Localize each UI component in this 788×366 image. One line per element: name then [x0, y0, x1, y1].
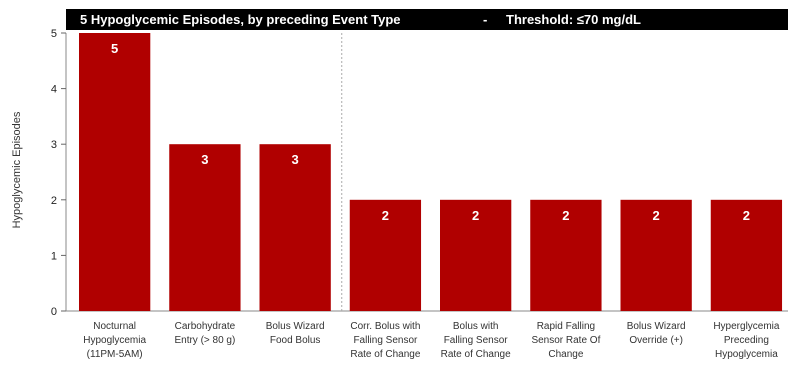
x-tick-label-line: Rate of Change — [441, 349, 511, 360]
x-tick-label-line: Override (+) — [629, 335, 683, 346]
x-tick-label-line: Nocturnal — [93, 321, 136, 332]
x-tick-label-line: (11PM-5AM) — [87, 349, 143, 360]
bar — [530, 199, 602, 311]
bar — [440, 199, 512, 311]
x-tick-label: Carbohydrate Entry (> 80 g) — [174, 321, 235, 346]
x-tick-label: Hyperglycemia Preceding Hypoglycemia — [713, 321, 780, 360]
bar — [169, 144, 241, 311]
x-tick-label-line: Bolus with — [453, 321, 499, 332]
y-tick-label: 0 — [51, 306, 57, 318]
x-tick-label-line: Rate of Change — [350, 349, 420, 360]
x-tick-label-line: Sensor Rate Of — [531, 335, 600, 346]
title-bar — [66, 9, 788, 30]
x-tick-label-line: Hypoglycemia — [715, 349, 778, 360]
x-tick-label: Corr. Bolus with Falling Sensor Rate of Ch… — [350, 321, 420, 360]
data-label: 2 — [743, 208, 750, 223]
data-label: 5 — [111, 41, 118, 56]
bar — [259, 144, 331, 311]
chart-title: 5 Hypoglycemic Episodes, by preceding Ev… — [80, 12, 401, 27]
bar — [79, 33, 151, 311]
y-tick-label: 5 — [51, 28, 57, 40]
y-tick-label: 3 — [51, 139, 57, 151]
x-tick-label-line: Bolus Wizard — [266, 321, 325, 332]
y-axis-label: Hypoglycemic Episodes — [11, 111, 23, 228]
x-tick-label: Rapid Falling Sensor Rate Of Change — [531, 321, 600, 360]
threshold-label: Threshold: ≤70 mg/dL — [506, 12, 641, 27]
x-tick-label-line: Hyperglycemia — [713, 321, 780, 332]
x-tick-label-line: Carbohydrate — [175, 321, 236, 332]
x-tick-label-line: Change — [548, 349, 583, 360]
x-tick-label-line: Falling Sensor — [444, 335, 509, 346]
data-label: 2 — [653, 208, 660, 223]
x-tick-label-line: Bolus Wizard — [627, 321, 686, 332]
x-tick-label-line: Rapid Falling — [537, 321, 595, 332]
data-label: 2 — [562, 208, 569, 223]
y-tick-label: 4 — [51, 84, 57, 96]
data-label: 2 — [472, 208, 479, 223]
x-tick-label-line: Entry (> 80 g) — [174, 335, 235, 346]
data-label: 3 — [201, 152, 208, 167]
y-tick-label: 2 — [51, 195, 57, 207]
x-tick-label-line: Corr. Bolus with — [350, 321, 420, 332]
x-tick-label-line: Preceding — [724, 335, 769, 346]
data-label: 3 — [292, 152, 299, 167]
bar — [710, 199, 783, 311]
y-tick-label: 1 — [51, 250, 57, 262]
x-tick-label-line: Hypoglycemia — [83, 335, 146, 346]
title-separator: - — [483, 12, 487, 27]
bar — [620, 199, 692, 311]
x-tick-label: Nocturnal Hypoglycemia (11PM-5AM) — [83, 321, 146, 360]
plot-area: 0 1 2 3 4 5 5 Nocturnal Hypoglycemia (11PM-5AM) 3 C… — [51, 28, 788, 360]
x-tick-label-line: Food Bolus — [270, 335, 321, 346]
data-label: 2 — [382, 208, 389, 223]
x-tick-label-line: Falling Sensor — [353, 335, 418, 346]
x-tick-label: Bolus with Falling Sensor Rate of Change — [441, 321, 511, 360]
bar — [349, 199, 422, 311]
x-tick-label: Bolus Wizard Food Bolus — [266, 321, 325, 346]
x-tick-label: Bolus Wizard Override (+) — [627, 321, 686, 346]
